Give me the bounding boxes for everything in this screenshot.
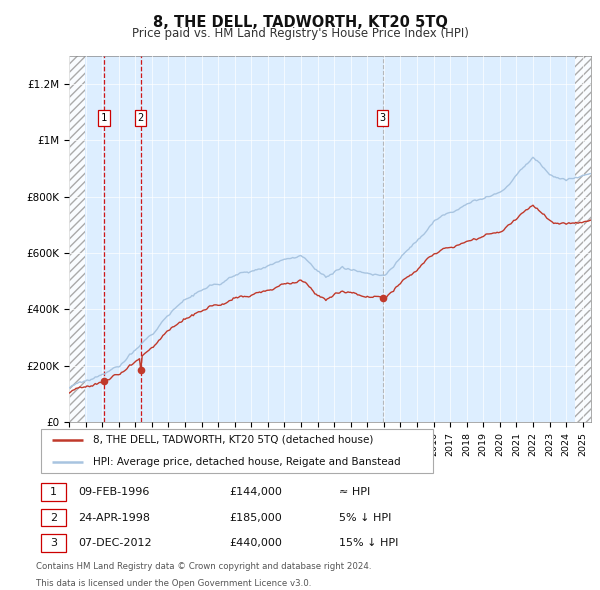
Text: This data is licensed under the Open Government Licence v3.0.: This data is licensed under the Open Gov… [36, 579, 311, 588]
FancyBboxPatch shape [41, 483, 66, 501]
Text: 3: 3 [50, 538, 57, 548]
Text: £144,000: £144,000 [229, 487, 282, 497]
FancyBboxPatch shape [41, 535, 66, 552]
Text: 2: 2 [137, 113, 144, 123]
Text: ≈ HPI: ≈ HPI [339, 487, 370, 497]
Text: 2: 2 [50, 513, 58, 523]
Text: Price paid vs. HM Land Registry's House Price Index (HPI): Price paid vs. HM Land Registry's House … [131, 27, 469, 40]
Text: 24-APR-1998: 24-APR-1998 [78, 513, 150, 523]
Bar [575, 28, 591, 422]
Text: 15% ↓ HPI: 15% ↓ HPI [339, 538, 398, 548]
FancyBboxPatch shape [41, 428, 433, 473]
Text: 09-FEB-1996: 09-FEB-1996 [78, 487, 149, 497]
Text: 1: 1 [101, 113, 107, 123]
Text: Contains HM Land Registry data © Crown copyright and database right 2024.: Contains HM Land Registry data © Crown c… [36, 562, 371, 572]
Bar [69, 28, 85, 422]
Text: 8, THE DELL, TADWORTH, KT20 5TQ: 8, THE DELL, TADWORTH, KT20 5TQ [152, 15, 448, 30]
Text: £185,000: £185,000 [229, 513, 282, 523]
Text: HPI: Average price, detached house, Reigate and Banstead: HPI: Average price, detached house, Reig… [94, 457, 401, 467]
Text: 1: 1 [50, 487, 57, 497]
Text: 07-DEC-2012: 07-DEC-2012 [78, 538, 151, 548]
Text: 3: 3 [380, 113, 386, 123]
Text: £440,000: £440,000 [229, 538, 282, 548]
Text: 8, THE DELL, TADWORTH, KT20 5TQ (detached house): 8, THE DELL, TADWORTH, KT20 5TQ (detache… [94, 435, 374, 445]
Bar [575, 28, 591, 422]
FancyBboxPatch shape [41, 509, 66, 526]
Bar [69, 28, 85, 422]
Text: 5% ↓ HPI: 5% ↓ HPI [339, 513, 391, 523]
